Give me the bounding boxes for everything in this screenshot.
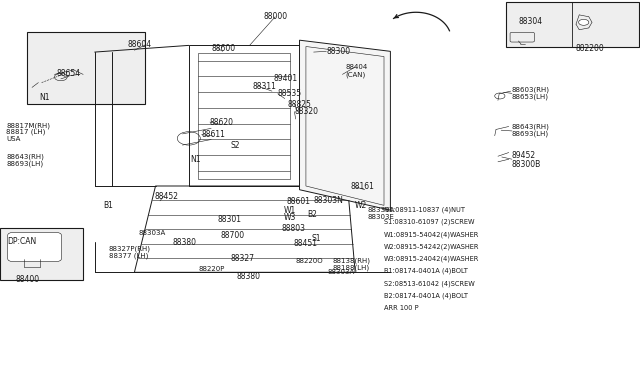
Text: S2: S2 xyxy=(230,141,240,150)
Bar xyxy=(0,228,83,280)
Text: N1: N1 xyxy=(191,155,201,164)
Text: 88654: 88654 xyxy=(56,69,81,78)
Text: 88304: 88304 xyxy=(518,17,543,26)
Text: DP:CAN: DP:CAN xyxy=(8,237,37,246)
Bar xyxy=(189,45,300,186)
Text: 88300: 88300 xyxy=(326,47,351,56)
Polygon shape xyxy=(300,40,390,210)
Text: 88700: 88700 xyxy=(221,231,245,240)
Text: 88161: 88161 xyxy=(351,182,374,191)
Text: 88300B: 88300B xyxy=(512,160,541,169)
Text: 88380: 88380 xyxy=(237,272,261,281)
Text: S1: S1 xyxy=(311,234,321,243)
Text: 88330A: 88330A xyxy=(368,207,396,213)
Text: W2: W2 xyxy=(355,201,367,210)
Text: B2: B2 xyxy=(307,210,317,219)
Text: 88452: 88452 xyxy=(155,192,179,201)
Circle shape xyxy=(579,19,589,25)
Text: 88653(LH): 88653(LH) xyxy=(512,93,549,100)
Text: 89401: 89401 xyxy=(274,74,298,83)
Text: W3:08915-24042(4)WASHER: W3:08915-24042(4)WASHER xyxy=(384,256,479,262)
Text: 88327P(RH): 88327P(RH) xyxy=(109,246,151,253)
Text: N1: N1 xyxy=(40,93,50,102)
Bar xyxy=(506,2,639,46)
Text: 88643(RH): 88643(RH) xyxy=(6,154,44,160)
Bar xyxy=(198,53,290,179)
Text: 88311: 88311 xyxy=(253,82,276,91)
Text: 88188(LH): 88188(LH) xyxy=(333,264,370,271)
Text: W3: W3 xyxy=(284,213,296,222)
Text: 88825: 88825 xyxy=(288,100,312,109)
Text: 88320: 88320 xyxy=(294,107,319,116)
Text: 88535: 88535 xyxy=(278,89,302,98)
Text: B1: B1 xyxy=(104,201,113,210)
Text: S2:08513-61042 (4)SCREW: S2:08513-61042 (4)SCREW xyxy=(384,280,475,286)
Text: 88693(LH): 88693(LH) xyxy=(512,131,549,137)
Text: 88604: 88604 xyxy=(128,40,152,49)
FancyBboxPatch shape xyxy=(8,232,61,262)
Text: 88400: 88400 xyxy=(16,275,40,284)
Text: 88327: 88327 xyxy=(230,254,254,263)
Text: USA: USA xyxy=(6,136,20,142)
Text: 88303A: 88303A xyxy=(138,230,166,236)
Text: 88380: 88380 xyxy=(173,238,197,247)
Text: 88377 (LH): 88377 (LH) xyxy=(109,252,148,259)
Text: 88803: 88803 xyxy=(282,224,306,233)
Text: B1:08174-0401A (4)BOLT: B1:08174-0401A (4)BOLT xyxy=(384,268,468,274)
Text: 89452: 89452 xyxy=(512,151,536,160)
Text: 88404: 88404 xyxy=(346,64,368,70)
Text: 88611: 88611 xyxy=(202,130,225,139)
Text: 88600: 88600 xyxy=(211,44,236,53)
Text: B2:08174-0401A (4)BOLT: B2:08174-0401A (4)BOLT xyxy=(384,292,468,299)
Text: (CAN): (CAN) xyxy=(346,71,366,78)
Text: 88220O: 88220O xyxy=(296,258,323,264)
Text: 88303E: 88303E xyxy=(368,214,395,219)
Text: 88303N: 88303N xyxy=(314,196,344,205)
Text: 88603(RH): 88603(RH) xyxy=(512,87,550,93)
Text: 88601: 88601 xyxy=(287,197,311,206)
Text: 88301: 88301 xyxy=(218,215,242,224)
Text: W2:08915-54242(2)WASHER: W2:08915-54242(2)WASHER xyxy=(384,243,479,250)
Bar xyxy=(27,32,145,104)
Text: W1:08915-54042(4)WASHER: W1:08915-54042(4)WASHER xyxy=(384,231,479,237)
Text: 882200: 882200 xyxy=(576,44,605,53)
Text: 88220P: 88220P xyxy=(198,266,225,272)
Text: 88693(LH): 88693(LH) xyxy=(6,160,44,167)
Text: S1:08310-61097 (2)SCREW: S1:08310-61097 (2)SCREW xyxy=(384,219,474,225)
Text: 88138(RH): 88138(RH) xyxy=(333,258,371,264)
Text: 88817M(RH): 88817M(RH) xyxy=(6,122,51,129)
Text: ARR 100 P: ARR 100 P xyxy=(384,305,419,311)
Text: N1:08911-10837 (4)NUT: N1:08911-10837 (4)NUT xyxy=(384,206,465,213)
Text: 88620: 88620 xyxy=(210,118,234,126)
Text: 88451: 88451 xyxy=(293,239,317,248)
Text: 88817 (LH): 88817 (LH) xyxy=(6,129,46,135)
Text: 88000: 88000 xyxy=(263,12,287,21)
Text: W1: W1 xyxy=(284,206,296,215)
Text: 88643(RH): 88643(RH) xyxy=(512,124,550,131)
Text: 88303A: 88303A xyxy=(328,269,355,275)
